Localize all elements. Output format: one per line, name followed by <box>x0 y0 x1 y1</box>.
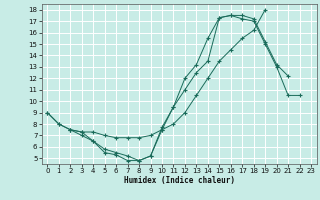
X-axis label: Humidex (Indice chaleur): Humidex (Indice chaleur) <box>124 176 235 185</box>
